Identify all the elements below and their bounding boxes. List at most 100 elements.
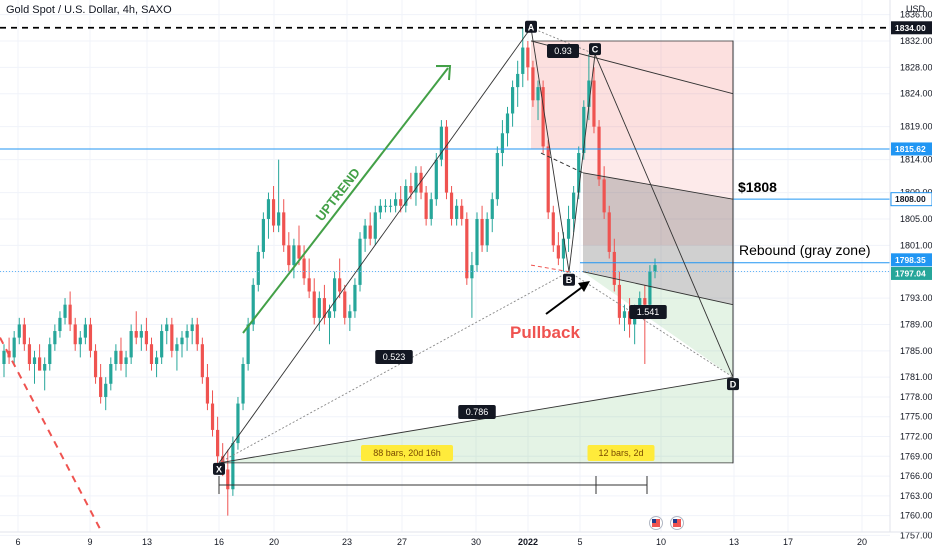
- y-tick-label: 1785.00: [900, 346, 932, 356]
- price-label-bg: [891, 253, 932, 267]
- candle: [48, 337, 52, 371]
- candle-body: [63, 304, 67, 318]
- candle: [338, 258, 342, 299]
- candle: [93, 344, 98, 384]
- candle: [210, 390, 215, 437]
- candle-body: [312, 291, 316, 318]
- candle-body: [363, 225, 367, 239]
- candle: [271, 186, 276, 233]
- candle: [149, 337, 154, 371]
- x-tick-label: 20: [857, 537, 867, 547]
- candle: [526, 40, 530, 81]
- price-label-text: 1798.35: [895, 255, 926, 265]
- bar-count-badge: 12 bars, 2d: [587, 445, 655, 461]
- candle-body: [536, 87, 540, 101]
- candle-body: [297, 245, 301, 259]
- candle-body: [17, 324, 21, 338]
- candle: [404, 179, 408, 213]
- pattern-point-b: B: [563, 273, 575, 286]
- candle: [129, 324, 133, 364]
- candle: [566, 205, 571, 252]
- x-tick-label: 2022: [518, 537, 538, 547]
- candle-body: [582, 106, 586, 154]
- ratio-badge: 0.786: [458, 405, 496, 419]
- candle-body: [373, 212, 377, 239]
- y-tick-label: 1793.00: [900, 293, 932, 303]
- currency-label: USD: [906, 4, 926, 14]
- candle: [170, 317, 174, 358]
- pattern-point-a: A: [525, 20, 537, 33]
- ratio-badge: 1.541: [629, 305, 667, 319]
- event-flag-canton: [673, 519, 677, 523]
- y-tick-label: 1766.00: [900, 471, 932, 481]
- ratio-label: 1.541: [637, 307, 660, 317]
- target-label: $1808: [738, 179, 777, 195]
- rebound-label: Rebound (gray zone): [739, 242, 871, 258]
- candle-body: [546, 146, 550, 213]
- candle-body: [2, 350, 6, 364]
- candle-body: [516, 73, 520, 88]
- candle-body: [531, 67, 535, 101]
- candle-body: [32, 357, 37, 364]
- candle-body: [353, 284, 357, 312]
- y-tick-label: 1814.00: [900, 155, 932, 165]
- candle: [521, 27, 525, 88]
- pattern-point-bg: [727, 378, 739, 391]
- candle: [124, 350, 128, 378]
- price-label-text: 1815.62: [895, 144, 926, 154]
- event-flag-icon: [649, 516, 663, 530]
- candle-body: [597, 126, 601, 180]
- candle-body: [394, 199, 398, 206]
- candle: [449, 186, 454, 226]
- pullback-arrow: [545, 284, 586, 315]
- candle-body: [526, 47, 530, 68]
- candle-body: [348, 311, 352, 318]
- candle-body: [231, 443, 235, 490]
- y-tick-label: 1819.00: [900, 122, 932, 132]
- candle: [429, 192, 433, 226]
- candle: [343, 284, 347, 325]
- y-axis: 1757.00 1760.00 1763.00 1766.00 1769.00 1772.…: [889, 0, 932, 540]
- candle: [653, 258, 657, 279]
- x-tick-label: 27: [397, 537, 407, 547]
- candle-body: [327, 311, 332, 318]
- candle: [556, 232, 560, 266]
- y-tick-label: 1789.00: [900, 319, 932, 329]
- candle-body: [134, 331, 138, 338]
- candle-body: [485, 218, 489, 246]
- candle: [424, 186, 428, 226]
- candle: [160, 324, 164, 364]
- candle: [419, 166, 423, 200]
- xb-line: [218, 271, 570, 464]
- bar-count-bg: [361, 445, 453, 461]
- candle-body: [282, 212, 286, 246]
- ratio-bg: [458, 405, 496, 419]
- candle: [139, 324, 143, 351]
- bar-count-label: 88 bars, 20d 16h: [373, 448, 441, 458]
- candle: [277, 159, 281, 233]
- candle: [485, 212, 489, 252]
- candle-body: [200, 344, 204, 378]
- candle-body: [154, 357, 159, 364]
- candle: [394, 192, 398, 213]
- pattern-point-d: D: [727, 378, 739, 391]
- candle: [302, 245, 306, 285]
- candle: [287, 232, 291, 272]
- candle-body: [78, 337, 82, 345]
- candle-body: [566, 218, 571, 239]
- candle: [531, 60, 535, 107]
- pattern-point-bg: [589, 43, 601, 56]
- candle: [226, 449, 230, 516]
- candle: [490, 192, 494, 233]
- pattern-point-label: B: [566, 275, 573, 285]
- candle: [185, 324, 189, 351]
- candle-body: [465, 218, 469, 279]
- candle-body: [302, 258, 306, 279]
- candle-body: [144, 331, 149, 345]
- price-label-bg: [891, 266, 932, 280]
- candle: [551, 205, 555, 252]
- price-label-text: 1834.00: [895, 23, 926, 33]
- bar-count-badge: 88 bars, 20d 16h: [361, 445, 453, 461]
- candle: [444, 120, 449, 200]
- y-tick-label: 1801.00: [900, 240, 932, 250]
